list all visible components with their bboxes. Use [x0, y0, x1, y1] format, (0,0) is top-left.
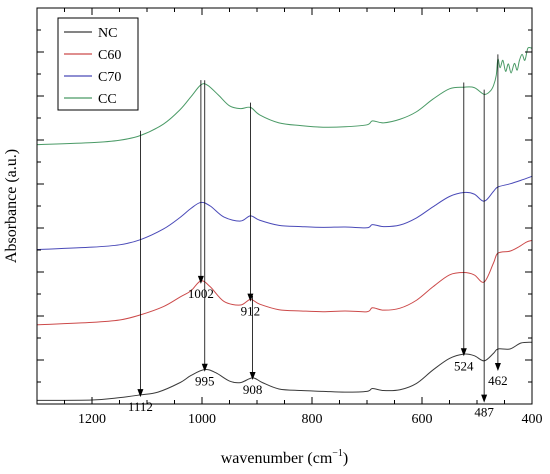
peak-label-462: 462 — [488, 373, 508, 388]
series-line-cc — [36, 46, 533, 146]
arrow-head-908 — [249, 372, 256, 381]
arrow-head-1002 — [197, 275, 204, 284]
x-axis-title: wavenumber (cm−1) — [221, 448, 348, 467]
peak-label-1002: 1002 — [188, 286, 214, 301]
x-axis-title-end: ) — [343, 450, 348, 467]
x-axis-title-main: wavenumber (cm — [221, 450, 333, 467]
series-line-c70 — [36, 175, 533, 251]
peak-label-524: 524 — [454, 358, 474, 373]
legend: NC C60 C70 CC — [57, 17, 139, 111]
x-tick-label-600: 600 — [412, 412, 433, 427]
tick-layer: 1200 1000 800 600 400 — [36, 8, 543, 427]
legend-label-c60: C60 — [98, 48, 121, 63]
arrow-head-912 — [247, 293, 254, 302]
arrow-head-524 — [460, 348, 467, 357]
plot-frame — [36, 7, 533, 405]
x-tick-label-400: 400 — [522, 412, 543, 427]
legend-label-c70: C70 — [98, 70, 121, 85]
series-line-c60 — [36, 239, 533, 326]
x-tick-label-1200: 1200 — [78, 412, 106, 427]
legend-items: NC C60 C70 CC — [64, 26, 121, 107]
arrow-head-487 — [481, 394, 488, 403]
peak-label-912: 912 — [241, 304, 261, 319]
legend-box — [57, 17, 139, 111]
legend-label-nc: NC — [98, 26, 117, 41]
series-layer — [36, 46, 533, 401]
x-tick-label-1000: 1000 — [188, 412, 216, 427]
annotation-layer: 1112 1002 995 912 908 524 487 462 — [128, 54, 508, 420]
arrow-head-462 — [494, 362, 501, 371]
x-axis-title-sup: −1 — [332, 448, 343, 459]
legend-label-cc: CC — [98, 92, 117, 107]
x-tick-label-800: 800 — [302, 412, 323, 427]
peak-label-1112: 1112 — [128, 399, 153, 414]
peak-label-487: 487 — [474, 405, 494, 420]
peak-label-908: 908 — [243, 382, 263, 397]
y-axis-title: Absorbance (a.u.) — [3, 149, 20, 263]
arrow-head-995 — [201, 363, 208, 372]
series-line-nc — [36, 341, 533, 401]
arrow-head-1112 — [137, 389, 144, 398]
peak-label-995: 995 — [195, 374, 215, 389]
